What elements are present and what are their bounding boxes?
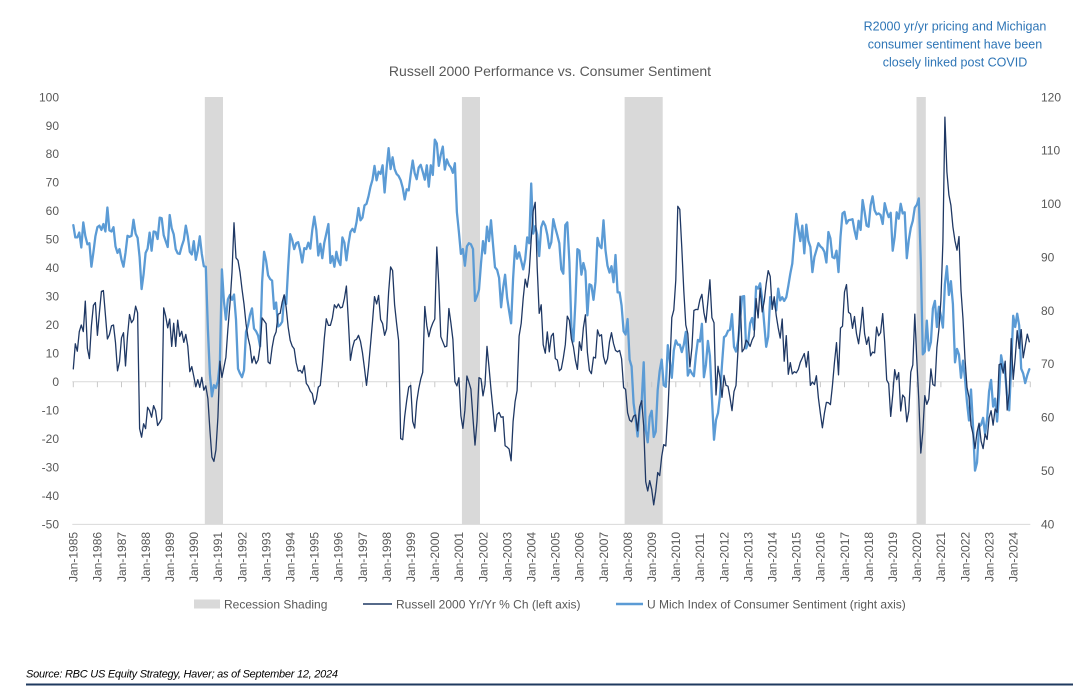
svg-text:Jan-2005: Jan-2005 xyxy=(549,532,563,582)
svg-text:consumer sentiment have been: consumer sentiment have been xyxy=(868,38,1042,52)
svg-text:Jan-1996: Jan-1996 xyxy=(332,532,346,582)
svg-text:Jan-1985: Jan-1985 xyxy=(67,532,81,582)
svg-text:R2000 yr/yr pricing and Michig: R2000 yr/yr pricing and Michigan xyxy=(864,20,1047,34)
svg-text:70: 70 xyxy=(1041,357,1055,371)
svg-text:Jan-1990: Jan-1990 xyxy=(187,532,201,582)
svg-text:closely linked post COVID: closely linked post COVID xyxy=(883,56,1028,70)
svg-text:110: 110 xyxy=(1041,144,1060,158)
svg-text:-40: -40 xyxy=(42,489,60,503)
svg-text:Jan-2012: Jan-2012 xyxy=(717,532,731,582)
svg-text:Jan-1993: Jan-1993 xyxy=(259,532,273,582)
svg-text:Jan-2020: Jan-2020 xyxy=(910,532,924,582)
svg-text:Recession Shading: Recession Shading xyxy=(224,598,327,612)
svg-text:Jan-1989: Jan-1989 xyxy=(163,532,177,582)
svg-text:Jan-2010: Jan-2010 xyxy=(669,532,683,582)
svg-text:U Mich Index of Consumer Senti: U Mich Index of Consumer Sentiment (righ… xyxy=(647,598,906,612)
svg-text:Jan-2021: Jan-2021 xyxy=(934,532,948,582)
svg-text:Jan-2016: Jan-2016 xyxy=(814,532,828,582)
svg-text:90: 90 xyxy=(46,119,60,133)
svg-text:100: 100 xyxy=(1041,197,1061,211)
svg-text:30: 30 xyxy=(46,290,60,304)
svg-text:40: 40 xyxy=(1041,517,1055,531)
svg-text:0: 0 xyxy=(52,375,59,389)
svg-text:-10: -10 xyxy=(42,403,60,417)
svg-text:Jan-2013: Jan-2013 xyxy=(741,532,755,582)
svg-text:Jan-1986: Jan-1986 xyxy=(91,532,105,582)
svg-text:Jan-2001: Jan-2001 xyxy=(452,532,466,582)
svg-text:Jan-2023: Jan-2023 xyxy=(982,532,996,582)
svg-text:Jan-2022: Jan-2022 xyxy=(958,532,972,582)
svg-text:Jan-2002: Jan-2002 xyxy=(476,532,490,582)
svg-text:Jan-1988: Jan-1988 xyxy=(139,532,153,582)
svg-text:70: 70 xyxy=(46,176,60,190)
svg-text:Jan-2007: Jan-2007 xyxy=(597,532,611,582)
svg-text:Russell 2000 Yr/Yr % Ch (left: Russell 2000 Yr/Yr % Ch (left axis) xyxy=(396,598,581,612)
svg-text:Jan-1998: Jan-1998 xyxy=(380,532,394,582)
svg-text:100: 100 xyxy=(39,90,59,104)
svg-text:Jan-1994: Jan-1994 xyxy=(284,532,298,582)
svg-text:-20: -20 xyxy=(42,432,60,446)
svg-text:Jan-2000: Jan-2000 xyxy=(428,532,442,582)
svg-text:Jan-2017: Jan-2017 xyxy=(838,532,852,582)
svg-text:Jan-1995: Jan-1995 xyxy=(308,532,322,582)
svg-text:Jan-1997: Jan-1997 xyxy=(356,532,370,582)
svg-text:Jan-2019: Jan-2019 xyxy=(886,532,900,582)
svg-text:60: 60 xyxy=(1041,411,1055,425)
svg-text:Jan-1987: Jan-1987 xyxy=(115,532,129,582)
svg-text:Jan-2009: Jan-2009 xyxy=(645,532,659,582)
svg-text:Jan-2024: Jan-2024 xyxy=(1007,532,1021,582)
svg-text:Jan-1992: Jan-1992 xyxy=(235,532,249,582)
svg-text:Jan-2006: Jan-2006 xyxy=(573,532,587,582)
svg-text:50: 50 xyxy=(46,233,60,247)
svg-text:Jan-1999: Jan-1999 xyxy=(404,532,418,582)
svg-text:20: 20 xyxy=(46,318,60,332)
svg-text:60: 60 xyxy=(46,204,60,218)
svg-text:40: 40 xyxy=(46,261,60,275)
svg-text:Jan-2018: Jan-2018 xyxy=(862,532,876,582)
svg-text:120: 120 xyxy=(1041,90,1061,104)
svg-text:50: 50 xyxy=(1041,464,1055,478)
svg-text:Russell 2000 Performance vs. C: Russell 2000 Performance vs. Consumer Se… xyxy=(389,63,711,79)
svg-text:Jan-2011: Jan-2011 xyxy=(693,533,707,582)
svg-text:10: 10 xyxy=(46,347,60,361)
svg-text:Jan-2015: Jan-2015 xyxy=(790,532,804,582)
svg-text:Source: RBC US Equity Strategy: Source: RBC US Equity Strategy, Haver; a… xyxy=(26,669,338,681)
svg-text:90: 90 xyxy=(1041,250,1055,264)
svg-text:-50: -50 xyxy=(42,517,60,531)
svg-text:Jan-2004: Jan-2004 xyxy=(525,532,539,582)
svg-text:-30: -30 xyxy=(42,460,60,474)
svg-text:Jan-2014: Jan-2014 xyxy=(766,532,780,582)
svg-text:80: 80 xyxy=(1041,304,1055,318)
svg-text:Jan-1991: Jan-1991 xyxy=(211,532,225,582)
svg-text:Jan-2003: Jan-2003 xyxy=(500,532,514,582)
svg-text:80: 80 xyxy=(46,147,60,161)
svg-text:Jan-2008: Jan-2008 xyxy=(621,532,635,582)
